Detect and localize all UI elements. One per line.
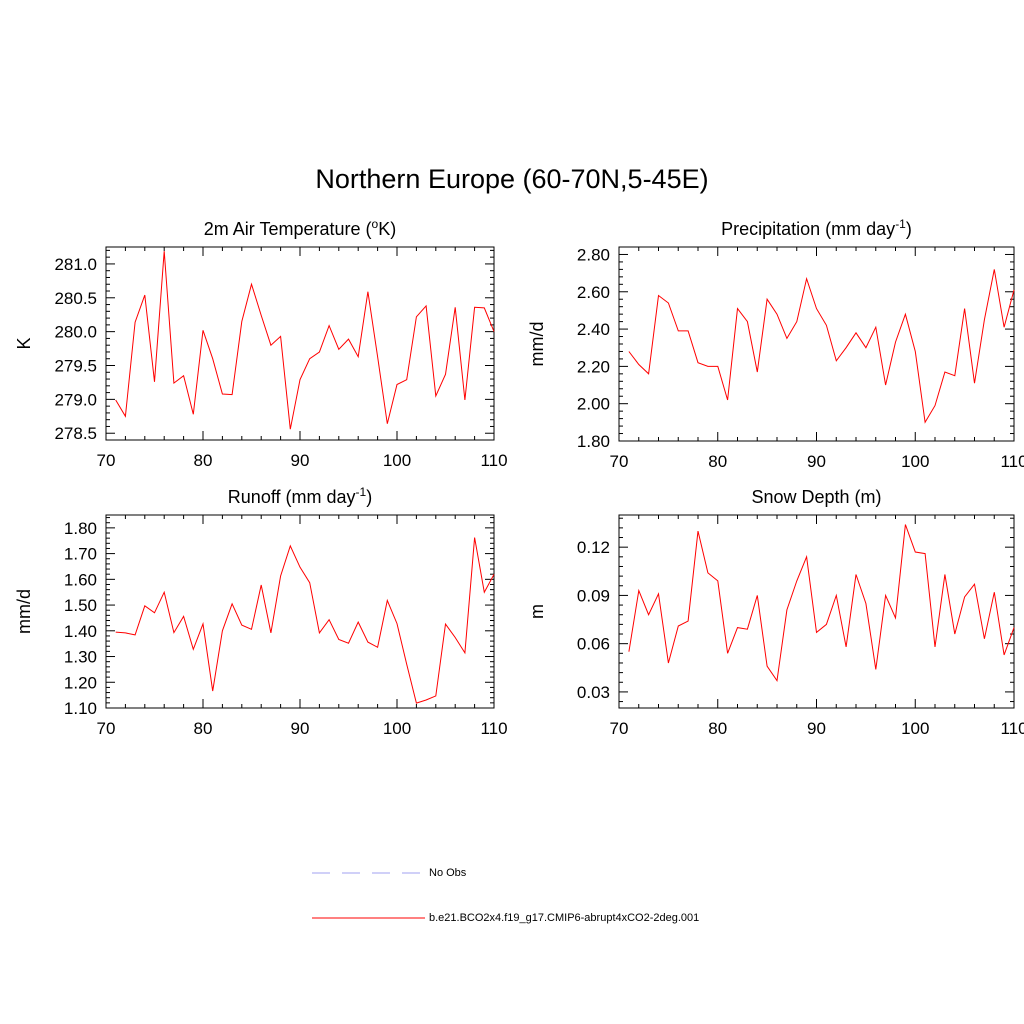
x-tick-label: 110 [1000,452,1024,471]
y-tick-label: 0.09 [577,586,610,605]
x-tick-label: 100 [901,719,929,738]
y-tick-label: 2.80 [577,245,610,264]
y-tick-label: 279.0 [54,390,97,409]
x-tick-label: 70 [610,719,629,738]
legend-label-model: b.e21.BCO2x4.f19_g17.CMIP6-abrupt4xCO2-2… [429,912,700,924]
legend [312,872,425,919]
plot-frame [618,514,1015,709]
y-axis-label: m [527,604,547,619]
y-tick-label: 280.5 [54,289,97,308]
series-line [628,269,1015,424]
y-tick-label: 278.5 [54,424,97,443]
y-tick-label: 1.20 [64,673,97,692]
series-line [628,524,1015,683]
y-tick-label: 1.60 [64,570,97,589]
panel-air-temperature: 70 80 90 100 110 278.5 279.0 279.5 280.0 280.5 281… [14,217,508,470]
y-axis-label: mm/d [14,589,34,634]
y-tick-label: 1.70 [64,545,97,564]
x-tick-label: 110 [480,719,507,738]
plot-frame [105,514,495,709]
x-tick-label: 90 [291,719,310,738]
panel-title: 2m Air Temperature (oK) [204,217,396,239]
x-tick-label: 70 [610,452,629,471]
y-tick-label: 0.03 [577,683,610,702]
series-line [115,537,495,704]
x-tick-label: 70 [97,451,116,470]
plot-frame [618,246,1015,442]
panel-title: Precipitation (mm day-1) [721,217,912,239]
panel-title: Snow Depth (m) [751,487,881,507]
y-tick-label: 1.50 [64,596,97,615]
panel-snow-depth: 70 80 90 100 110 0.03 0.06 0.09 0.12 m Snow Depth … [527,487,1024,738]
y-tick-label: 2.40 [577,320,610,339]
x-tick-label: 90 [291,451,310,470]
series-line [115,251,495,430]
y-tick-label: 0.06 [577,635,610,654]
x-tick-label: 100 [383,719,411,738]
panel-precipitation: 70 80 90 100 110 1.80 2.00 2.20 2.40 2.60 2.80 mm/d… [527,217,1024,471]
x-tick-label: 80 [194,719,213,738]
x-tick-label: 80 [708,452,727,471]
y-axis-label: mm/d [527,322,547,367]
x-tick-label: 110 [480,451,507,470]
y-tick-label: 280.0 [54,323,97,342]
y-tick-label: 2.60 [577,283,610,302]
y-tick-label: 2.00 [577,395,610,414]
figure-title: Northern Europe (60-70N,5-45E) [315,164,709,194]
legend-label-no-obs: No Obs [429,867,467,879]
x-tick-label: 100 [383,451,411,470]
panel-runoff: 70 80 90 100 110 1.10 1.20 1.30 1.40 1.50 1.60 1.70… [14,485,508,738]
y-tick-label: 281.0 [54,255,97,274]
x-tick-label: 70 [97,719,116,738]
x-tick-label: 90 [807,719,826,738]
x-tick-label: 90 [807,452,826,471]
y-tick-label: 1.40 [64,622,97,641]
x-tick-label: 80 [194,451,213,470]
y-tick-label: 279.5 [54,357,97,376]
x-tick-label: 110 [1000,719,1024,738]
y-tick-label: 1.30 [64,648,97,667]
y-tick-label: 0.12 [577,538,610,557]
y-tick-label: 1.10 [64,699,97,718]
panel-title: Runoff (mm day-1) [228,485,372,507]
y-tick-label: 2.20 [577,357,610,376]
plot-frame [105,246,495,441]
y-tick-label: 1.80 [64,519,97,538]
x-tick-label: 80 [708,719,727,738]
y-tick-label: 1.80 [577,432,610,451]
y-axis-label: K [14,337,34,349]
x-tick-label: 100 [901,452,929,471]
